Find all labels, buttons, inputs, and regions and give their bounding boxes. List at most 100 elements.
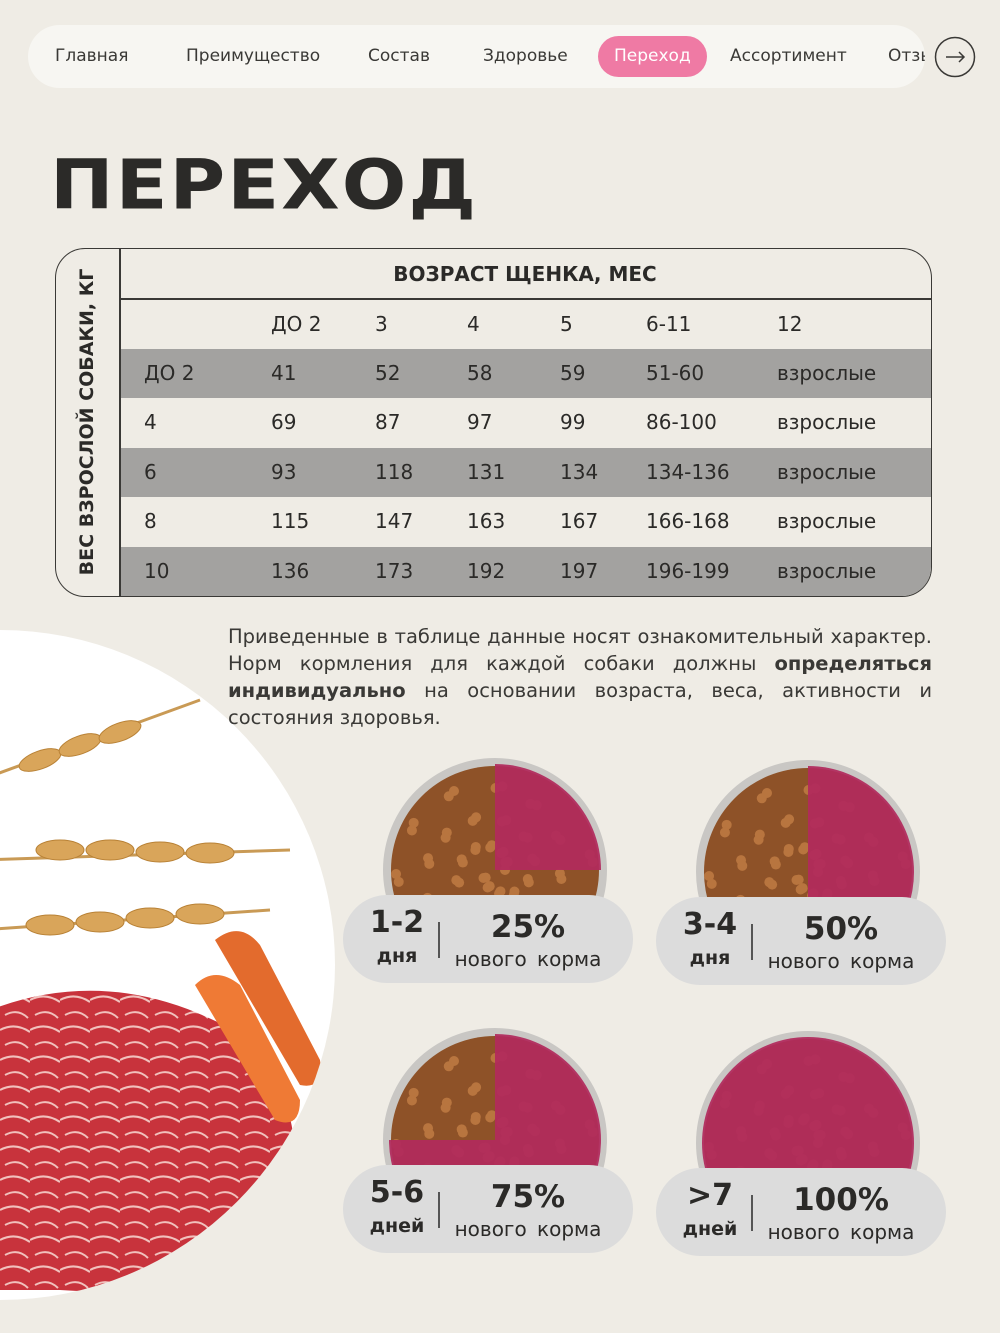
table-cell: 163 — [467, 509, 506, 534]
share: 75% — [490, 1179, 566, 1215]
kibble — [719, 827, 730, 838]
kibble — [767, 879, 778, 890]
share: 100% — [793, 1182, 889, 1218]
table-cell: 59 — [560, 361, 586, 385]
nav-item[interactable]: Главная — [55, 46, 129, 66]
stage-card: 1-2 дня 25% нового корма — [343, 758, 633, 983]
kibble — [440, 832, 451, 843]
table-cell: 131 — [467, 459, 506, 484]
table-cell: 166-168 — [646, 509, 730, 534]
table-cell: 97 — [467, 410, 493, 435]
column-header: 12 — [777, 312, 803, 336]
kibble — [408, 817, 419, 828]
nav-bar: Главная Преимущество Состав Здоровье Переход… — [28, 25, 925, 88]
period: 1-2 — [369, 905, 425, 940]
table-cell: взрослые — [777, 459, 877, 484]
nav-next[interactable] — [934, 36, 976, 78]
period-unit: дня — [376, 945, 418, 967]
table-cell: 147 — [375, 509, 414, 534]
stage-card: 5-6 дней 75% нового корма — [343, 1028, 633, 1253]
column-header: 5 — [560, 312, 573, 336]
table-cell: 69 — [271, 410, 297, 435]
table-cell: 134-136 — [646, 459, 730, 484]
column-header: ДО 2 — [271, 312, 322, 336]
table-cell: взрослые — [777, 558, 877, 583]
table-cell: 58 — [467, 361, 493, 385]
pill — [656, 897, 946, 985]
column-axis-label: ВОЗРАСТ ЩЕНКА, МЕС — [393, 262, 657, 286]
kibble — [780, 817, 791, 828]
page-title: ПЕРЕХОД — [50, 144, 479, 225]
table-cell: 118 — [375, 459, 414, 484]
kibble — [485, 1112, 496, 1123]
table-cell: 115 — [271, 509, 310, 534]
row-axis-label: ВЕС ВЗРОСЛОЙ СОБАКИ, КГ — [76, 268, 98, 576]
note-bold: определяться индивидуально — [228, 652, 932, 702]
table-cell: 87 — [375, 410, 401, 435]
caption: нового корма — [767, 1220, 915, 1244]
table-cell: взрослые — [777, 410, 877, 435]
nav-item[interactable]: Отзывы — [888, 46, 925, 66]
kibble — [756, 793, 767, 804]
kibble — [737, 860, 748, 871]
kibble — [509, 886, 520, 897]
kibble — [424, 1128, 435, 1139]
feeding-table: ВЕС ВЗРОСЛОЙ СОБАКИ, КГ ВОЗРАСТ ЩЕНКА, МЕ… — [55, 248, 932, 597]
table-cell: 197 — [560, 558, 599, 583]
nav-item[interactable]: Состав — [368, 46, 430, 66]
nav-item[interactable]: Переход — [598, 36, 707, 77]
row-band — [121, 447, 931, 498]
nav-item[interactable]: Преимущество — [186, 46, 321, 66]
table-cell: 99 — [560, 410, 586, 435]
stage-card: >7 дней 100% нового корма — [656, 1031, 946, 1256]
kibble — [485, 842, 496, 853]
kibble — [443, 1061, 454, 1072]
column-header: 6-11 — [646, 312, 692, 336]
kibble — [408, 1087, 419, 1098]
kibble — [467, 815, 478, 826]
period-unit: дней — [682, 1218, 738, 1240]
table-cell: 192 — [467, 558, 506, 583]
period: >7 — [686, 1178, 733, 1213]
caption: нового корма — [767, 949, 915, 973]
kibble — [484, 881, 495, 892]
table-cell: 51-60 — [646, 361, 705, 385]
stage-card: 3-4 дня 50% нового корма — [656, 760, 946, 985]
table-cell: 41 — [271, 361, 297, 385]
note-text: на основании возраста, веса, активности … — [228, 679, 932, 729]
food-illustration — [0, 630, 335, 1300]
kibble — [393, 876, 404, 887]
caption: нового корма — [454, 1217, 602, 1241]
kibble — [783, 847, 794, 858]
table-cell: 196-199 — [646, 558, 730, 583]
table-cell: взрослые — [777, 361, 877, 385]
row-band — [121, 349, 931, 399]
nav-item[interactable]: Ассортимент — [730, 46, 847, 66]
kibble — [721, 819, 732, 830]
row-band — [121, 546, 931, 596]
row-header: ДО 2 — [144, 361, 195, 385]
table-cell: 86-100 — [646, 410, 717, 435]
kibble — [480, 872, 491, 883]
kibble — [440, 1102, 451, 1113]
nav-item[interactable]: Здоровье — [483, 46, 568, 66]
period: 3-4 — [682, 907, 738, 942]
row-header: 6 — [144, 459, 157, 484]
share: 25% — [490, 909, 566, 945]
kibble — [798, 844, 809, 855]
pill — [656, 1168, 946, 1256]
table-cell: 173 — [375, 558, 414, 583]
table-cell: 136 — [271, 558, 310, 583]
kibble — [457, 1127, 468, 1138]
divider — [119, 298, 931, 300]
row-header: 4 — [144, 410, 157, 435]
row-header: 10 — [144, 558, 170, 583]
divider — [438, 922, 440, 958]
kibble — [554, 868, 565, 879]
table-cell: 52 — [375, 361, 401, 385]
kibble — [391, 869, 402, 880]
kibble — [470, 1115, 481, 1126]
share: 50% — [803, 911, 879, 947]
kibble-new — [495, 764, 601, 870]
